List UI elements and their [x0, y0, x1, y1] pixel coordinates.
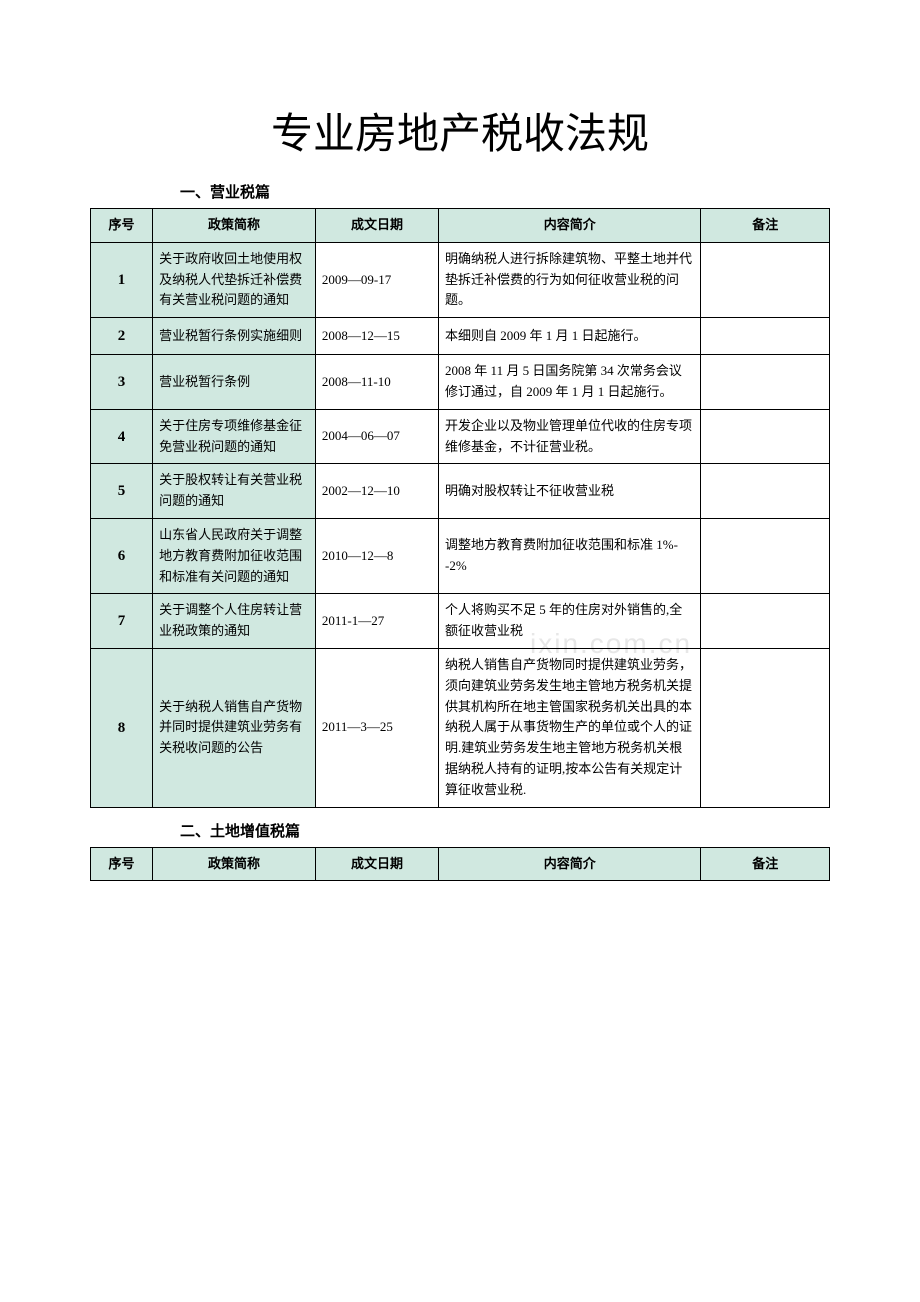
cell-note: [701, 242, 830, 317]
cell-content: 明确纳税人进行拆除建筑物、平整土地并代垫拆迁补偿费的行为如何征收营业税的问题。: [439, 242, 701, 317]
table-header-row: 序号 政策简称 成文日期 内容简介 备注: [91, 847, 830, 881]
cell-date: 2002—12—10: [315, 464, 438, 519]
cell-date: 2010—12—8: [315, 518, 438, 593]
cell-date: 2004—06—07: [315, 409, 438, 464]
col-header-seq: 序号: [91, 209, 153, 243]
table-header-row: 序号 政策简称 成文日期 内容简介 备注: [91, 209, 830, 243]
col-header-date: 成文日期: [315, 209, 438, 243]
cell-date: 2011-1—27: [315, 594, 438, 649]
cell-seq: 1: [91, 242, 153, 317]
table-row: 5关于股权转让有关营业税问题的通知2002—12—10明确对股权转让不征收营业税: [91, 464, 830, 519]
cell-content: 调整地方教育费附加征收范围和标准 1%--2%: [439, 518, 701, 593]
col-header-content: 内容简介: [439, 847, 701, 881]
table-row: 3营业税暂行条例2008—11-102008 年 11 月 5 日国务院第 34…: [91, 355, 830, 410]
cell-name: 营业税暂行条例: [153, 355, 316, 410]
cell-name: 山东省人民政府关于调整地方教育费附加征收范围和标准有关问题的通知: [153, 518, 316, 593]
cell-seq: 8: [91, 648, 153, 807]
table-row: 7关于调整个人住房转让营业税政策的通知2011-1—27个人将购买不足 5 年的…: [91, 594, 830, 649]
cell-date: 2008—12—15: [315, 318, 438, 355]
cell-seq: 3: [91, 355, 153, 410]
table-row: 2营业税暂行条例实施细则2008—12—15本细则自 2009 年 1 月 1 …: [91, 318, 830, 355]
cell-name: 关于政府收回土地使用权及纳税人代垫拆迁补偿费有关营业税问题的通知: [153, 242, 316, 317]
section-1-table: 序号 政策简称 成文日期 内容简介 备注 1关于政府收回土地使用权及纳税人代垫拆…: [90, 208, 830, 808]
cell-seq: 7: [91, 594, 153, 649]
cell-name: 关于调整个人住房转让营业税政策的通知: [153, 594, 316, 649]
cell-name: 关于股权转让有关营业税问题的通知: [153, 464, 316, 519]
cell-content: 2008 年 11 月 5 日国务院第 34 次常务会议修订通过，自 2009 …: [439, 355, 701, 410]
table-row: 1关于政府收回土地使用权及纳税人代垫拆迁补偿费有关营业税问题的通知2009—09…: [91, 242, 830, 317]
cell-content: 纳税人销售自产货物同时提供建筑业劳务， 须向建筑业劳务发生地主管地方税务机关提供…: [439, 648, 701, 807]
cell-seq: 2: [91, 318, 153, 355]
cell-note: [701, 409, 830, 464]
cell-seq: 4: [91, 409, 153, 464]
cell-date: 2008—11-10: [315, 355, 438, 410]
cell-seq: 5: [91, 464, 153, 519]
cell-content: 本细则自 2009 年 1 月 1 日起施行。: [439, 318, 701, 355]
table-row: 4关于住房专项维修基金征免营业税问题的通知2004—06—07开发企业以及物业管…: [91, 409, 830, 464]
cell-note: [701, 355, 830, 410]
cell-name: 营业税暂行条例实施细则: [153, 318, 316, 355]
col-header-seq: 序号: [91, 847, 153, 881]
table-row: 8关于纳税人销售自产货物并同时提供建筑业劳务有关税收问题的公告2011—3—25…: [91, 648, 830, 807]
cell-content: 个人将购买不足 5 年的住房对外销售的,全额征收营业税: [439, 594, 701, 649]
cell-name: 关于纳税人销售自产货物并同时提供建筑业劳务有关税收问题的公告: [153, 648, 316, 807]
section-1-heading: 一、营业税篇: [90, 181, 830, 202]
cell-date: 2009—09-17: [315, 242, 438, 317]
cell-date: 2011—3—25: [315, 648, 438, 807]
cell-note: [701, 318, 830, 355]
cell-note: [701, 594, 830, 649]
cell-note: [701, 518, 830, 593]
page-title: 专业房地产税收法规: [90, 100, 830, 161]
cell-note: [701, 648, 830, 807]
table-row: 6山东省人民政府关于调整地方教育费附加征收范围和标准有关问题的通知2010—12…: [91, 518, 830, 593]
cell-seq: 6: [91, 518, 153, 593]
col-header-date: 成文日期: [315, 847, 438, 881]
cell-note: [701, 464, 830, 519]
cell-content: 开发企业以及物业管理单位代收的住房专项维修基金，不计征营业税。: [439, 409, 701, 464]
section-2-heading: 二、土地增值税篇: [90, 820, 830, 841]
col-header-note: 备注: [701, 209, 830, 243]
col-header-content: 内容简介: [439, 209, 701, 243]
section-2-table: 序号 政策简称 成文日期 内容简介 备注: [90, 847, 830, 882]
col-header-name: 政策简称: [153, 209, 316, 243]
col-header-note: 备注: [701, 847, 830, 881]
cell-content: 明确对股权转让不征收营业税: [439, 464, 701, 519]
col-header-name: 政策简称: [153, 847, 316, 881]
cell-name: 关于住房专项维修基金征免营业税问题的通知: [153, 409, 316, 464]
